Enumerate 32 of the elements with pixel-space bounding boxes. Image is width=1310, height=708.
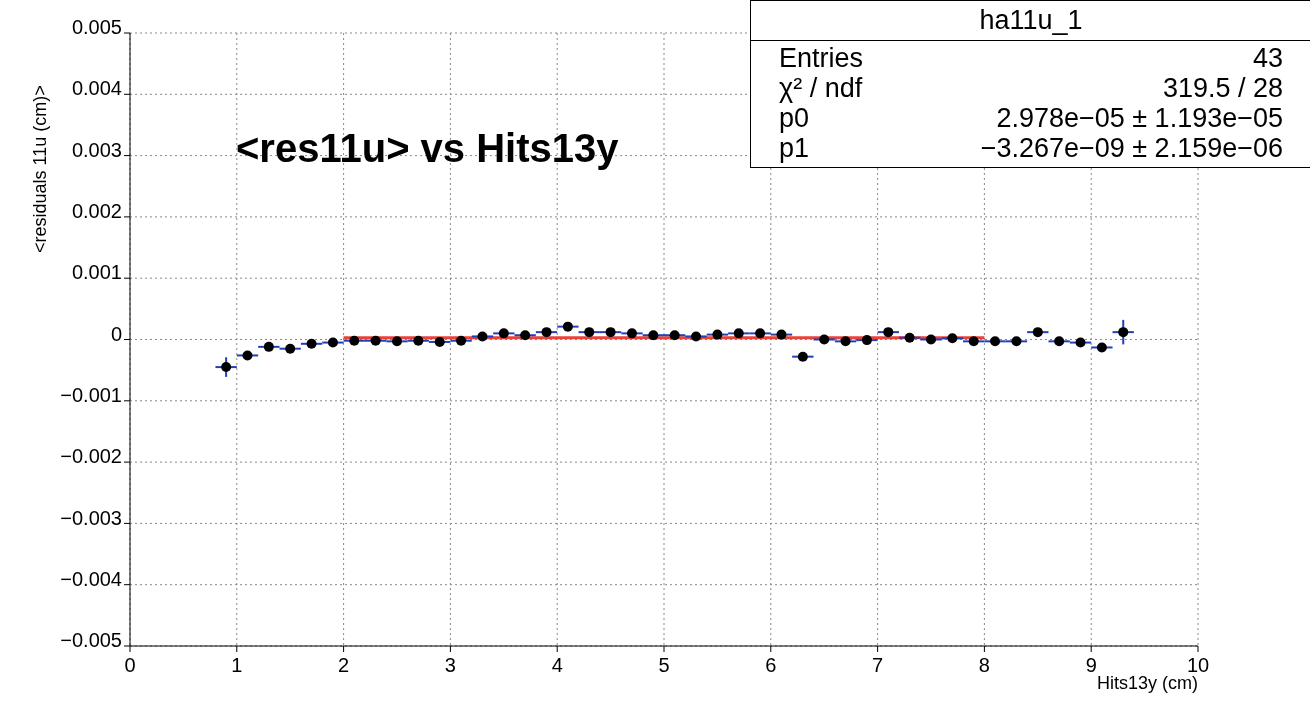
annotation: p0 <box>779 103 810 133</box>
y-tick-label: 0.004 <box>71 77 122 100</box>
annotation: p1 <box>779 133 810 163</box>
x-tick-label: 2 <box>338 654 350 677</box>
y-tick-label: −0.003 <box>60 506 122 529</box>
annotation: χ² / ndf <box>779 73 863 103</box>
x-tick-label: 3 <box>444 654 456 677</box>
annotation: −3.267e−09 ± 2.159e−06 <box>980 133 1283 163</box>
x-tick-label: 1 <box>231 654 243 677</box>
y-tick-label: 0.005 <box>71 16 122 39</box>
y-tick-label: −0.004 <box>60 567 122 590</box>
annotation: 2.978e−05 ± 1.193e−05 <box>996 103 1283 133</box>
text: 43 <box>1252 43 1283 73</box>
x-tick-label: 8 <box>978 654 990 677</box>
text: <res11u> vs Hits13y <box>236 126 619 171</box>
y-axis-title: <residuals 11u (cm)> <box>29 85 50 253</box>
x-tick-label: 6 <box>765 654 777 677</box>
annotation: 319.5 / 28 <box>1162 73 1283 103</box>
annotation: ha11u_1 <box>751 1 1310 41</box>
x-tick-label: 7 <box>872 654 884 677</box>
y-tick-label: 0.002 <box>71 200 122 222</box>
x-tick-label: 4 <box>551 654 563 677</box>
y-tick-label: −0.002 <box>60 445 122 468</box>
x-tick-label: 9 <box>1085 654 1097 677</box>
y-tick-label: 0 <box>110 322 122 345</box>
annotation: Entries <box>779 43 864 73</box>
y-tick-label: −0.001 <box>60 383 122 406</box>
x-tick-label: 5 <box>658 654 670 677</box>
y-tick-label: 0.001 <box>71 261 122 284</box>
x-tick-label: 0 <box>124 654 136 677</box>
y-tick-label: 0.003 <box>71 138 122 161</box>
y-tick-label: −0.005 <box>60 629 122 652</box>
